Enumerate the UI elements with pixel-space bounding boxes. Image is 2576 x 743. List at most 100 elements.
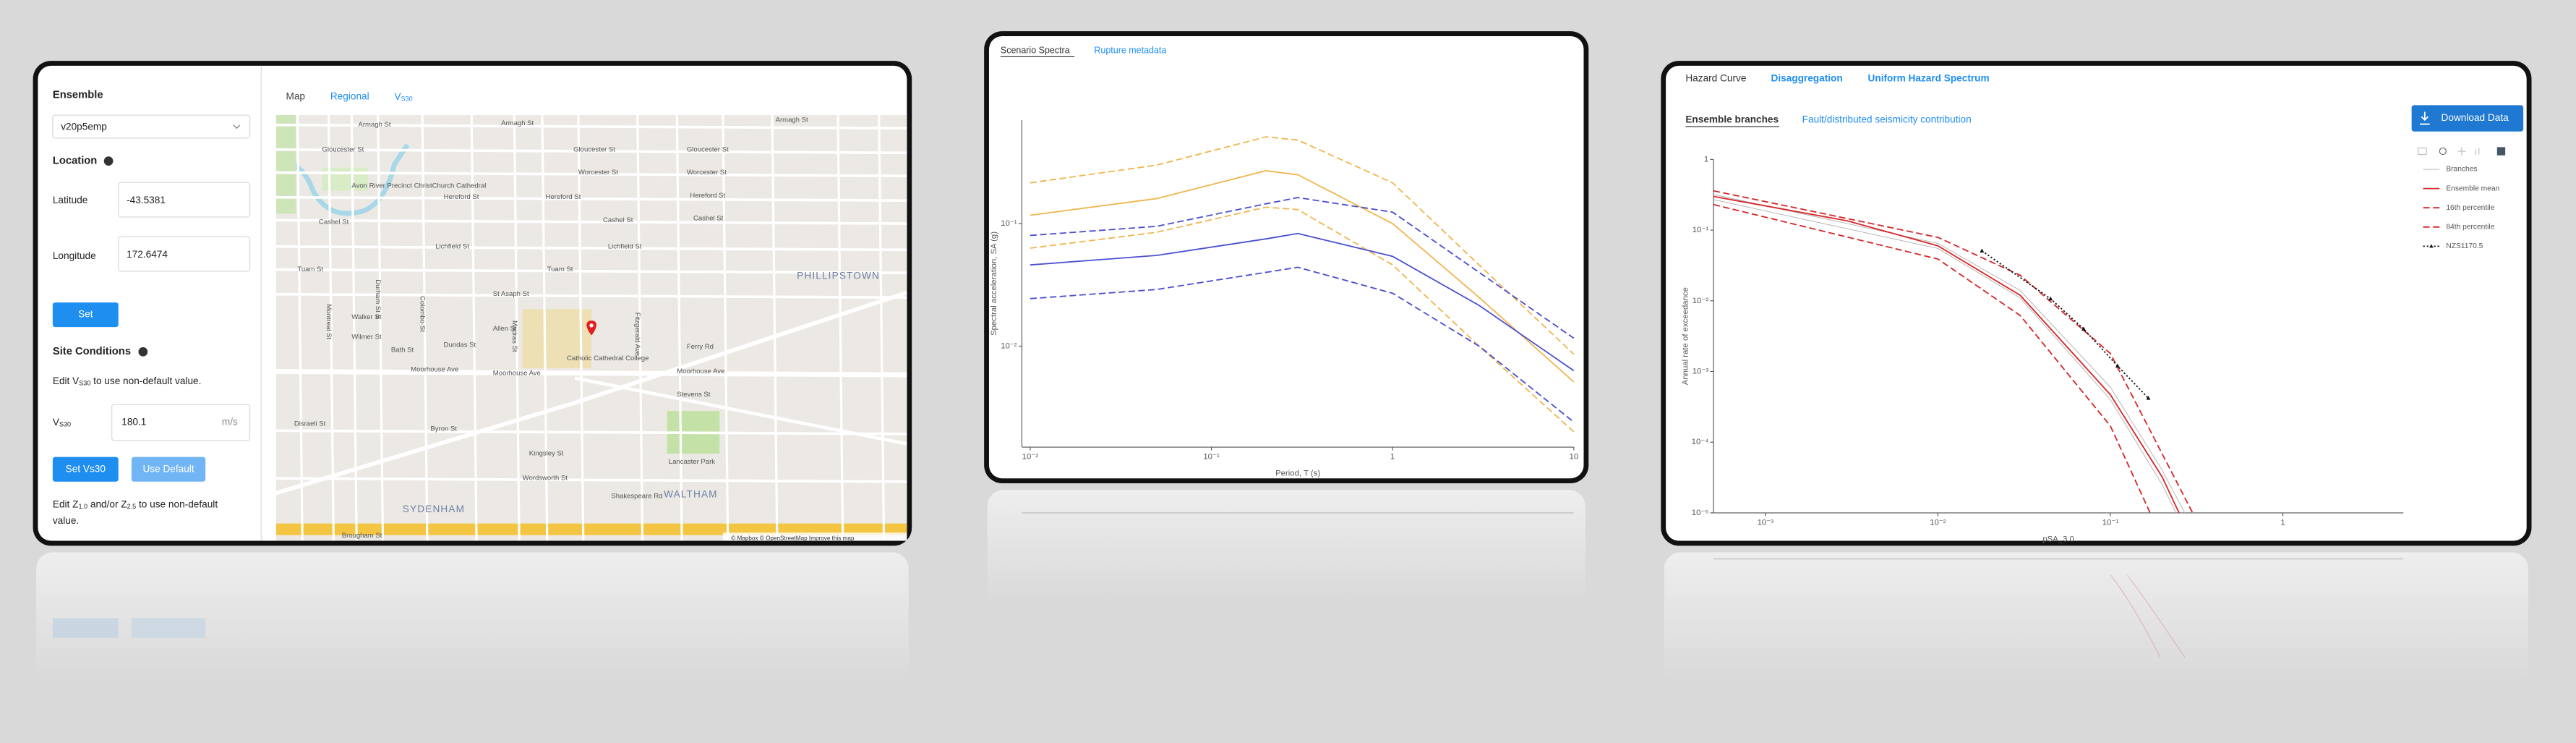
legend-label: Branches bbox=[2446, 166, 2477, 174]
tab-sub: S30 bbox=[401, 95, 413, 103]
reflection-button bbox=[52, 618, 119, 638]
y-tick-label: 10⁻⁵ bbox=[1692, 509, 1709, 517]
street bbox=[350, 115, 358, 541]
street bbox=[377, 115, 385, 541]
series-line bbox=[1030, 206, 1575, 433]
ensemble-label: Ensemble bbox=[53, 90, 103, 101]
longitude-label: Longitude bbox=[53, 250, 96, 261]
map-label: Shakespeare Rd bbox=[611, 493, 662, 501]
download-label: Download Data bbox=[2442, 112, 2509, 123]
ensemble-select[interactable] bbox=[52, 114, 251, 139]
series-line bbox=[1713, 195, 2180, 514]
street bbox=[275, 245, 907, 252]
tab-active[interactable]: Scenario Spectra bbox=[1001, 46, 1070, 56]
map[interactable]: Armagh St Armagh St Armagh St Gloucester St… bbox=[275, 115, 907, 543]
map-label: Armagh St bbox=[501, 119, 534, 127]
tab[interactable]: Rupture metadata bbox=[1094, 46, 1166, 56]
map-label: Dundas St bbox=[444, 341, 476, 349]
tab[interactable]: Uniform Hazard Spectrum bbox=[1868, 73, 1990, 84]
series-line bbox=[1030, 136, 1575, 355]
help-icon[interactable] bbox=[103, 156, 114, 166]
street bbox=[541, 115, 549, 541]
tab[interactable]: Regional bbox=[330, 91, 369, 102]
y-tick-label: 10⁻² bbox=[1693, 297, 1709, 305]
reflection bbox=[36, 552, 909, 684]
main-road bbox=[275, 369, 907, 378]
map-label: Allen St bbox=[493, 325, 517, 333]
legend-label: 84th percentile bbox=[2446, 223, 2494, 231]
x-tick-label: 10⁻² bbox=[1022, 453, 1039, 462]
series-line bbox=[1030, 232, 1575, 372]
street bbox=[577, 115, 585, 541]
subtab[interactable]: Fault/distributed seismicity contributio… bbox=[1802, 114, 1972, 124]
set-button[interactable] bbox=[52, 302, 119, 328]
help-icon[interactable] bbox=[138, 347, 148, 357]
map-label: Lichfield St bbox=[608, 242, 642, 250]
tool-icon[interactable] bbox=[2418, 147, 2427, 156]
map-label: Cashel St bbox=[319, 218, 349, 226]
y-tick-label: 10⁻¹ bbox=[1693, 226, 1709, 234]
location-pin[interactable] bbox=[586, 320, 596, 336]
map-label: Tuam St bbox=[547, 266, 573, 273]
set-vs30-button[interactable] bbox=[52, 457, 119, 482]
series-line bbox=[1713, 199, 2177, 514]
map-label: PHILLIPSTOWN bbox=[797, 270, 880, 281]
x-tick-label: 10⁻² bbox=[1930, 519, 1946, 527]
map-label: Moorhouse Ave bbox=[493, 369, 541, 377]
reflection-curve bbox=[2110, 574, 2186, 658]
use-default-button[interactable] bbox=[131, 457, 206, 482]
map-label: Fitzgerald Ave bbox=[633, 313, 641, 356]
note-part: Edit V bbox=[53, 375, 80, 386]
download-button[interactable] bbox=[2411, 105, 2524, 132]
tool-icon[interactable] bbox=[2439, 147, 2447, 156]
map-label: SYDENHAM bbox=[403, 504, 465, 514]
map-label: Moorhouse Ave bbox=[411, 366, 458, 374]
map-label: Montreal St bbox=[325, 304, 333, 339]
longitude-input[interactable] bbox=[118, 236, 251, 272]
site-panel: Ensemble v20p5emp Location Latitude -43.… bbox=[33, 61, 912, 546]
street bbox=[275, 218, 907, 225]
subtab-active[interactable]: Ensemble branches bbox=[1685, 114, 1779, 124]
map-label: Moorhouse Ave bbox=[677, 368, 724, 375]
tab[interactable]: Disaggregation bbox=[1771, 73, 1843, 84]
map-attribution[interactable]: © Mapbox © OpenStreetMap Improve this ma… bbox=[731, 535, 855, 541]
map-label: St Asaph St bbox=[493, 290, 529, 298]
street bbox=[275, 292, 907, 300]
y-tick-label: 10⁻³ bbox=[1693, 368, 1709, 376]
note-sub: 2.5 bbox=[127, 503, 137, 510]
vs30-input[interactable] bbox=[111, 404, 251, 441]
map-label: Stevens St bbox=[677, 391, 710, 399]
map-labels: Armagh St Armagh St Armagh St Gloucester St… bbox=[294, 116, 880, 540]
tab[interactable]: VS30 bbox=[394, 91, 412, 103]
attribution-bg bbox=[722, 532, 907, 541]
map-label: Lichfield St bbox=[435, 242, 469, 250]
series-marker bbox=[2048, 296, 2053, 301]
reflection bbox=[987, 490, 1586, 606]
street bbox=[636, 115, 644, 541]
tool-icon[interactable] bbox=[2475, 148, 2480, 155]
latitude-label: Latitude bbox=[53, 195, 87, 205]
map-label: Durham St S bbox=[374, 279, 382, 319]
x-axis-label: Period, T (s) bbox=[1275, 469, 1320, 477]
series-line bbox=[1713, 190, 2194, 514]
vs30-label: VS30 bbox=[53, 417, 71, 428]
x-tick-label: 10 bbox=[1570, 453, 1579, 462]
series-marker bbox=[2115, 363, 2120, 368]
latitude-input[interactable] bbox=[118, 182, 251, 218]
series-line bbox=[1030, 266, 1575, 423]
street bbox=[771, 115, 779, 541]
latitude-value: -43.5381 bbox=[127, 195, 166, 205]
diagonal-road bbox=[275, 290, 907, 496]
vs30-note: Edit VS30 to use non-default value. bbox=[53, 375, 202, 387]
tool-icon[interactable] bbox=[2496, 147, 2506, 156]
street bbox=[296, 115, 304, 541]
map-label: Ferry Rd bbox=[687, 343, 714, 351]
map-label: Cashel St bbox=[603, 216, 633, 224]
tab-active[interactable]: Hazard Curve bbox=[1685, 73, 1746, 84]
map-label: Bath St bbox=[391, 346, 414, 354]
tab[interactable]: Map bbox=[286, 91, 306, 102]
street bbox=[275, 195, 907, 203]
reflection-button bbox=[131, 618, 206, 638]
tool-icon[interactable] bbox=[2457, 147, 2466, 156]
hazard-panel: Hazard Curve Disaggregation Uniform Haza… bbox=[1661, 61, 2532, 546]
